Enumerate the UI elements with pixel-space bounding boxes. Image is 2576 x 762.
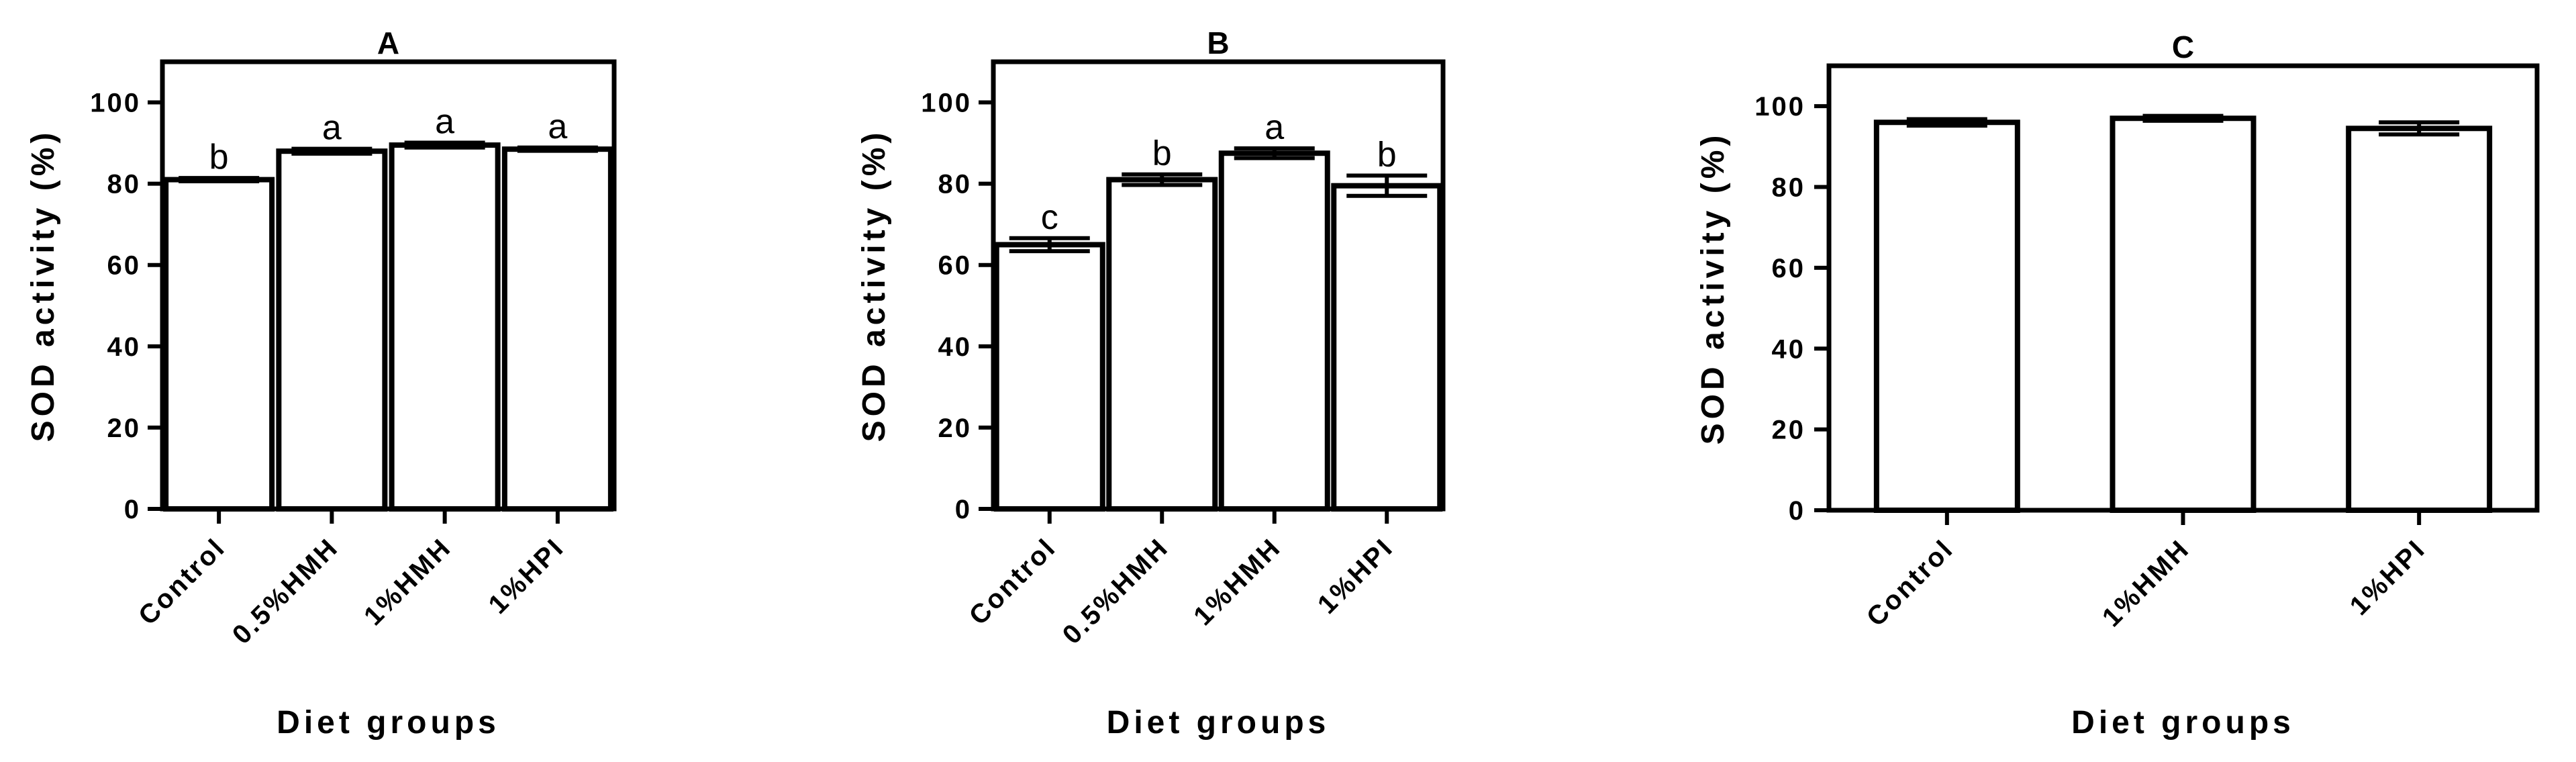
x-axis-title: Diet groups bbox=[2071, 705, 2295, 741]
y-tick-label: 80 bbox=[1772, 173, 1806, 203]
plot-frame bbox=[991, 59, 1446, 512]
y-tick-label: 0 bbox=[124, 495, 141, 524]
y-tick-label: 80 bbox=[107, 170, 142, 199]
y-tick-label: 60 bbox=[1772, 254, 1806, 283]
x-tick-label: 1%HPI bbox=[1312, 532, 1399, 620]
y-tick-label: 20 bbox=[107, 414, 142, 443]
bar-1%HPI bbox=[1331, 183, 1443, 512]
y-tick-label: 0 bbox=[955, 495, 972, 524]
panel-title: A bbox=[377, 26, 399, 60]
y-tick-label: 60 bbox=[107, 251, 142, 281]
significance-label: a bbox=[1265, 108, 1284, 147]
bar-Control bbox=[163, 177, 275, 512]
x-tick-label: 0.5%HMH bbox=[1057, 532, 1175, 650]
x-tick-label: 1%HMH bbox=[1188, 532, 1287, 631]
y-tick-label: 80 bbox=[938, 170, 973, 199]
bar-1%HMH bbox=[389, 142, 501, 512]
significance-label: a bbox=[435, 102, 454, 141]
x-axis-title: Diet groups bbox=[1107, 705, 1330, 741]
panel-title: C bbox=[2172, 30, 2194, 64]
significance-label: b bbox=[209, 138, 229, 177]
bar-Control bbox=[1873, 120, 2020, 514]
significance-label: b bbox=[1152, 134, 1172, 173]
y-tick-label: 40 bbox=[107, 332, 142, 362]
significance-label: c bbox=[1041, 198, 1058, 237]
panel-title: B bbox=[1207, 26, 1229, 60]
significance-label: b bbox=[1377, 136, 1397, 175]
y-tick-label: 0 bbox=[1789, 496, 1805, 526]
x-tick-label: Control bbox=[133, 532, 232, 631]
bar-0.5%HMH bbox=[276, 148, 388, 512]
y-tick-label: 20 bbox=[938, 414, 973, 443]
bar-1%HPI bbox=[2346, 126, 2493, 514]
panel-B: B 0 20 40 60 80 100 SOD activity (%) Diet groups… bbox=[856, 26, 1446, 741]
y-tick-label: 100 bbox=[90, 89, 141, 118]
bar-1%HMH bbox=[1218, 150, 1330, 512]
y-axis-title: SOD activity (%) bbox=[26, 129, 61, 442]
y-tick-label: 100 bbox=[921, 89, 972, 118]
x-tick-label: 1%HMH bbox=[2097, 534, 2195, 632]
x-axis-title: Diet groups bbox=[277, 705, 500, 741]
y-tick-label: 40 bbox=[1772, 334, 1806, 364]
y-axis-title: SOD activity (%) bbox=[1695, 132, 1731, 445]
panel-A: A 0 20 40 60 80 100 SOD activity (%) Diet groups… bbox=[26, 26, 617, 741]
x-tick-label: 0.5%HMH bbox=[227, 532, 344, 650]
plot-frame bbox=[160, 59, 617, 512]
significance-label: a bbox=[322, 109, 342, 148]
y-axis-title: SOD activity (%) bbox=[856, 129, 892, 442]
y-tick-label: 40 bbox=[938, 332, 973, 362]
bar-1%HPI bbox=[501, 146, 613, 512]
x-tick-label: 1%HMH bbox=[358, 532, 457, 631]
x-tick-label: Control bbox=[964, 532, 1062, 631]
x-tick-label: 1%HPI bbox=[483, 532, 570, 620]
y-tick-label: 60 bbox=[938, 251, 973, 281]
significance-label: a bbox=[548, 107, 567, 146]
x-tick-label: Control bbox=[1861, 534, 1960, 632]
bar-0.5%HMH bbox=[1106, 177, 1218, 512]
y-tick-label: 100 bbox=[1754, 92, 1805, 122]
panel-C: C 0 20 40 60 80 100 SOD activity (%) Diet groups… bbox=[1695, 30, 2540, 741]
y-tick-label: 20 bbox=[1772, 416, 1806, 445]
x-tick-label: 1%HPI bbox=[2344, 534, 2432, 621]
bar-1%HMH bbox=[2110, 115, 2257, 513]
bar-Control bbox=[993, 242, 1105, 512]
